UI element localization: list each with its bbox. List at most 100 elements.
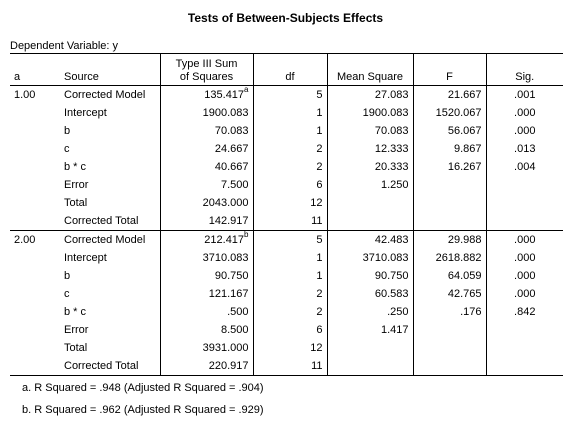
sum-of-squares-cell: 70.083 <box>159 122 253 140</box>
mean-square-cell <box>326 357 413 376</box>
mean-square-cell: 27.083 <box>326 85 413 104</box>
f-cell: 29.988 <box>412 230 486 249</box>
group-level-cell <box>10 357 60 376</box>
df-cell: 2 <box>252 303 327 321</box>
table-row: b 70.083 1 70.083 56.067.000 <box>10 122 563 140</box>
sum-of-squares-value: 121.167 <box>208 288 249 300</box>
sig-cell <box>485 339 563 357</box>
mean-square-cell: 90.750 <box>326 267 413 285</box>
f-cell: 42.765 <box>412 285 486 303</box>
table-row: Corrected Total 220.917 11 <box>10 357 563 376</box>
f-cell: 64.059 <box>412 267 486 285</box>
group-level-cell <box>10 267 60 285</box>
f-cell: 2618.882 <box>412 249 486 267</box>
source-cell: Intercept <box>64 107 107 119</box>
header-df: df <box>252 53 327 86</box>
sum-of-squares-value: 8.500 <box>220 324 249 336</box>
df-cell: 1 <box>252 249 327 267</box>
mean-square-cell: 12.333 <box>326 140 413 158</box>
mean-square-cell: 20.333 <box>326 158 413 176</box>
sig-cell: .000 <box>485 230 563 249</box>
header-row: a Source Type III Sum of Squares df Mean… <box>10 53 563 86</box>
sig-cell: .013 <box>485 140 563 158</box>
table-row: b * c .500 2.250.176.842 <box>10 303 563 321</box>
source-cell: Corrected Total <box>60 212 160 231</box>
table-row: 1.00 Corrected Model 135.417a 5 27.083 21.667… <box>10 85 563 104</box>
anova-table: a Source Type III Sum of Squares df Mean… <box>10 53 563 376</box>
source-cell: Corrected Model <box>64 234 146 246</box>
source-cell: Total <box>64 197 88 209</box>
f-cell: 56.067 <box>412 122 486 140</box>
footnotes: a. R Squared = .948 (Adjusted R Squared … <box>22 380 264 424</box>
sum-of-squares-value: 2043.000 <box>202 197 249 209</box>
df-cell: 1 <box>252 267 327 285</box>
sum-of-squares-value: 24.667 <box>214 143 249 155</box>
table-row: Error 8.500 6 1.417 <box>10 321 563 339</box>
f-cell <box>412 176 486 194</box>
sum-of-squares-value: 3931.000 <box>202 342 249 354</box>
table-row: b 90.750 1 90.750 64.059.000 <box>10 267 563 285</box>
table-row: Total 3931.000 12 <box>10 339 563 357</box>
mean-square-cell <box>326 194 413 212</box>
f-cell <box>412 321 486 339</box>
sum-of-squares-cell: 2043.000 <box>159 194 253 212</box>
df-cell: 12 <box>252 194 327 212</box>
sum-of-squares-cell: 142.917 <box>159 212 253 231</box>
source-cell: Error <box>64 324 89 336</box>
group-level-cell <box>10 104 60 122</box>
sum-of-squares-cell: 8.500 <box>159 321 253 339</box>
sum-of-squares-cell: 212.417b <box>159 230 253 249</box>
source-cell: b <box>64 125 71 137</box>
table-title: Tests of Between-Subjects Effects <box>187 11 384 25</box>
sig-cell: .000 <box>485 122 563 140</box>
df-cell: 2 <box>252 158 327 176</box>
mean-square-cell: 3710.083 <box>326 249 413 267</box>
sum-of-squares-cell: 90.750 <box>159 267 253 285</box>
source-cell: Corrected Model <box>64 89 146 101</box>
df-cell: 6 <box>252 321 327 339</box>
sum-of-squares-value: 212.417 <box>204 234 245 246</box>
sig-cell: .000 <box>485 249 563 267</box>
source-cell: Total <box>64 342 88 354</box>
sig-cell <box>485 212 563 231</box>
mean-square-cell: 1900.083 <box>326 104 413 122</box>
sum-of-squares-value: 1900.083 <box>202 107 249 119</box>
sum-of-squares-cell: 24.667 <box>159 140 253 158</box>
f-cell: .176 <box>412 303 486 321</box>
group-level-cell <box>10 122 60 140</box>
f-cell: 9.867 <box>412 140 486 158</box>
f-cell <box>412 339 486 357</box>
group-level-cell <box>10 249 60 267</box>
sum-of-squares-cell: 7.500 <box>159 176 253 194</box>
sum-of-squares-value: 135.417 <box>204 89 245 101</box>
table-row: Intercept 3710.083 1 3710.083 2618.882.000 <box>10 249 563 267</box>
df-cell: 11 <box>252 357 327 376</box>
sum-of-squares-value: 90.750 <box>214 270 249 282</box>
header-ss-line2: of Squares <box>179 71 234 83</box>
table-row: c 121.167 2 60.583 42.765.000 <box>10 285 563 303</box>
f-cell: 1520.067 <box>412 104 486 122</box>
table-row: Total 2043.000 12 <box>10 194 563 212</box>
sum-of-squares-cell: 1900.083 <box>159 104 253 122</box>
mean-square-cell: 60.583 <box>326 285 413 303</box>
sum-of-squares-value: 70.083 <box>214 125 249 137</box>
group-level-cell <box>10 140 60 158</box>
group-level-cell: 1.00 <box>14 89 36 101</box>
group-level-cell <box>10 285 60 303</box>
sum-of-squares-value: 40.667 <box>214 161 249 173</box>
df-cell: 2 <box>252 285 327 303</box>
source-cell: Error <box>64 179 89 191</box>
sum-of-squares-cell: .500 <box>159 303 253 321</box>
sum-of-squares-cell: 3931.000 <box>159 339 253 357</box>
df-cell: 5 <box>252 85 327 104</box>
table-row: b * c 40.667 2 20.333 16.267.004 <box>10 158 563 176</box>
header-mean-square: Mean Square <box>326 53 413 86</box>
mean-square-cell: 70.083 <box>326 122 413 140</box>
header-a: a <box>10 53 60 86</box>
f-cell <box>412 357 486 376</box>
sig-cell: .000 <box>485 267 563 285</box>
source-cell: b * c <box>64 161 87 173</box>
sum-of-squares-cell: 40.667 <box>159 158 253 176</box>
df-cell: 11 <box>252 212 327 231</box>
group-level-cell <box>10 176 60 194</box>
